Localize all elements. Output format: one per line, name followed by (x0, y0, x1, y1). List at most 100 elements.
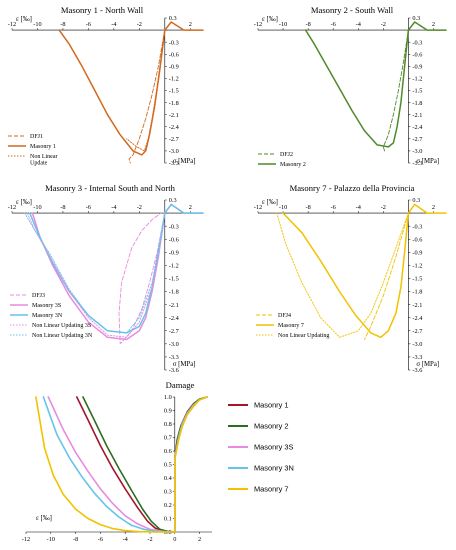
y-tick-label: -2.4 (169, 315, 180, 322)
y-tick-label: -0.9 (412, 250, 422, 257)
x-tick-label: -6 (86, 21, 91, 28)
y-tick-label: -0.6 (169, 51, 179, 58)
x-tick-label: -12 (22, 536, 30, 543)
y-tick-label: 0.8 (164, 421, 172, 428)
y-tick-label: -1.8 (412, 289, 422, 296)
x-tick-label: -10 (33, 21, 41, 28)
damage-line-masonry-7 (35, 396, 208, 533)
y-axis-label: σ [MPa] (173, 361, 196, 368)
legend-label: DFJ3 (32, 293, 45, 299)
y-tick-label: -1.5 (412, 88, 422, 95)
x-tick-label: -2 (137, 21, 142, 28)
y-tick-label: -2.7 (169, 328, 179, 335)
y-tick-label: -0.3 (169, 39, 179, 46)
legend-label: Non Linear Updating 3S (32, 323, 91, 329)
series-line-non-linear-updating (276, 212, 409, 338)
x-tick-label: -6 (86, 204, 91, 211)
y-tick-label: -3.3 (169, 354, 179, 361)
legend-label: DFJ4 (278, 313, 291, 319)
legend-label: Update (30, 161, 48, 167)
x-axis-label: ε [‰] (262, 16, 278, 23)
y-tick-label: -2.4 (412, 124, 423, 131)
legend-label: Masonry 7 (278, 323, 304, 329)
y-tick-label: 0.5 (164, 462, 172, 469)
y-tick-label: -2.4 (412, 315, 423, 322)
y-tick-label: 0.3 (169, 15, 177, 22)
x-tick-label: 0 (173, 536, 176, 543)
chart-title: Masonry 2 - South Wall (311, 5, 394, 15)
y-tick-label: -0.6 (412, 51, 422, 58)
y-tick-label: -3.3 (412, 354, 422, 361)
y-tick-label: -2.7 (412, 328, 422, 335)
y-tick-label: -2.1 (412, 302, 422, 309)
x-tick-label: 2 (189, 21, 192, 28)
y-tick-label: -1.2 (169, 76, 179, 83)
y-tick-label: 0.7 (164, 435, 172, 442)
y-tick-label: -0.9 (169, 64, 179, 71)
y-tick-label: -1.2 (412, 76, 422, 83)
x-tick-label: -6 (98, 536, 103, 543)
damage-line-masonry-1 (76, 396, 208, 533)
series-line-masonry-2 (304, 21, 447, 148)
series-line-dfj2 (382, 29, 409, 152)
y-tick-label: 0.9 (164, 408, 172, 415)
chart-title: Damage (166, 380, 195, 390)
y-tick-label: -0.3 (412, 39, 422, 46)
y-tick-label: -1.5 (169, 276, 179, 283)
series-line-dfj1 (128, 29, 166, 164)
x-axis-label: ε [‰] (36, 515, 52, 522)
y-tick-label: 0.6 (164, 448, 172, 455)
y-tick-label: 0.1 (164, 516, 172, 523)
y-tick-label: -0.9 (169, 250, 179, 257)
x-tick-label: -4 (356, 204, 362, 211)
legend-label: Masonry 1 (254, 401, 289, 410)
y-tick-label: 0.3 (412, 197, 420, 204)
series-line-masonry-3n (29, 203, 204, 334)
legend-label: Masonry 3N (32, 313, 63, 319)
damage-line-masonry-2 (82, 396, 208, 533)
x-tick-label: -12 (254, 21, 262, 28)
series-line-masonry-7 (282, 203, 447, 339)
x-axis-label: ε [‰] (262, 199, 278, 206)
x-tick-label: -12 (8, 204, 16, 211)
legend-label: Masonry 2 (280, 162, 306, 168)
x-tick-label: 2 (189, 204, 192, 211)
legend-label: DFJ1 (30, 134, 43, 140)
y-tick-label: -3.6 (412, 367, 422, 374)
x-tick-label: -8 (306, 21, 311, 28)
y-tick-label: -0.6 (169, 236, 179, 243)
y-tick-label: -2.4 (169, 124, 180, 131)
y-tick-label: 0.3 (412, 15, 420, 22)
x-tick-label: -10 (47, 536, 55, 543)
x-tick-label: -8 (306, 204, 311, 211)
x-tick-label: -4 (111, 21, 117, 28)
y-tick-label: -3.0 (412, 148, 422, 155)
legend-label: Masonry 3S (254, 443, 294, 452)
y-tick-label: -0.3 (169, 223, 179, 230)
damage-line-masonry-3s (47, 396, 208, 533)
y-axis-label: σ [MPa] (173, 158, 196, 165)
y-tick-label: 0.2 (164, 502, 172, 509)
series-line-masonry-1 (58, 21, 204, 156)
x-tick-label: -10 (33, 204, 41, 211)
legend-label: DFJ2 (280, 152, 293, 158)
x-tick-label: -4 (356, 21, 362, 28)
y-tick-label: -2.1 (412, 112, 422, 119)
legend-label: Masonry 1 (30, 144, 56, 150)
legend-label: Masonry 2 (254, 422, 289, 431)
y-tick-label: -2.7 (169, 136, 179, 143)
y-tick-label: -2.7 (412, 136, 422, 143)
legend-label: Non Linear (30, 154, 58, 160)
x-tick-label: 2 (432, 204, 435, 211)
x-tick-label: -10 (279, 204, 287, 211)
legend-label: Non Linear Updating 3N (32, 333, 93, 339)
y-tick-label: -1.5 (169, 88, 179, 95)
x-tick-label: 2 (198, 536, 201, 543)
y-tick-label: -1.8 (169, 100, 179, 107)
x-tick-label: -2 (381, 204, 386, 211)
series-line-non-linear-updating-3s (26, 212, 166, 338)
y-tick-label: -3.3 (412, 160, 422, 167)
y-tick-label: 1.0 (164, 394, 172, 401)
y-tick-label: -3.3 (169, 160, 179, 167)
